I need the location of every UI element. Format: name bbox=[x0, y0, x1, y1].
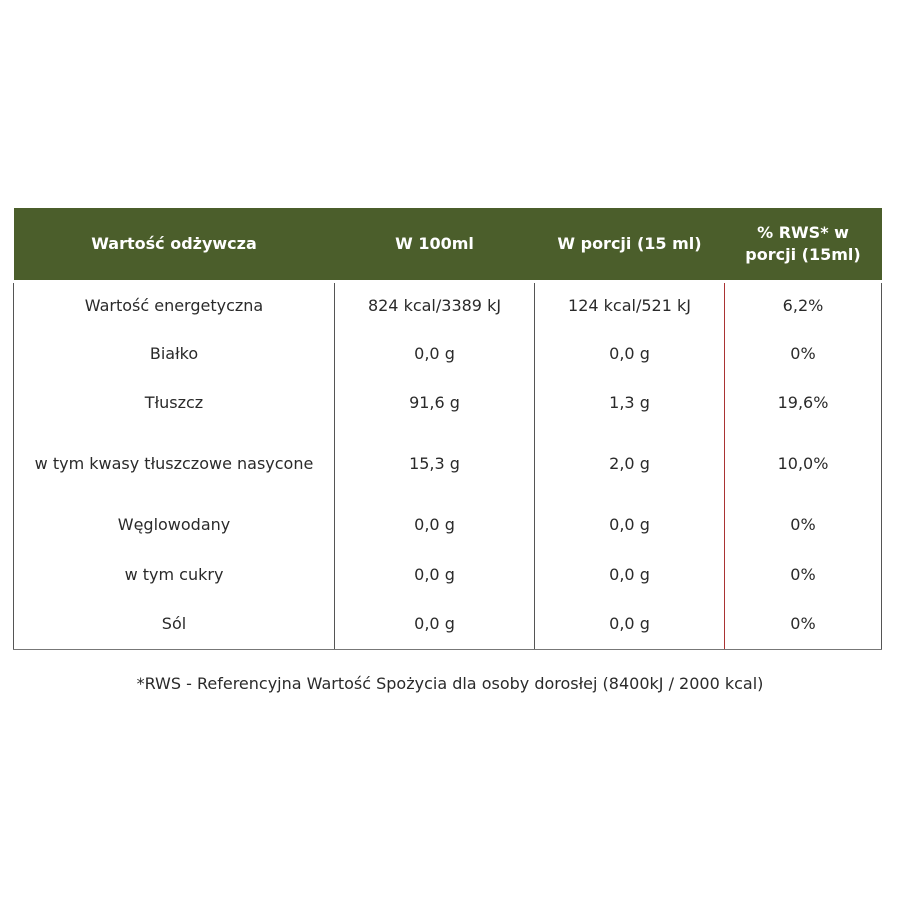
table-cell: w tym cukry bbox=[13, 549, 335, 600]
table-cell: 19,6% bbox=[724, 377, 882, 428]
header-row: Wartość odżywcza W 100ml W porcji (15 ml)%… bbox=[13, 208, 882, 282]
table-cell: Sól bbox=[13, 599, 335, 650]
table-cell: 91,6 g bbox=[334, 377, 535, 428]
table-cell: Tłuszcz bbox=[13, 377, 335, 428]
table-cell: 0,0 g bbox=[334, 329, 535, 378]
table-row: Wartość energetyczna 824 kcal/3389 kJ 124 … bbox=[13, 280, 882, 330]
table-cell: 824 kcal/3389 kJ bbox=[334, 280, 535, 330]
table-row: Tłuszcz 91,6 g 1,3 g 19,6% bbox=[13, 377, 882, 428]
table-cell: Wartość energetyczna bbox=[13, 280, 335, 330]
table-cell: 0% bbox=[724, 549, 882, 600]
table-cell: 0% bbox=[724, 329, 882, 378]
table-cell: 0% bbox=[724, 599, 882, 650]
table-header: Wartość odżywcza W 100ml W porcji (15 ml)%… bbox=[13, 208, 882, 282]
table-cell: 10,0% bbox=[724, 427, 882, 500]
table-cell: Białko bbox=[13, 329, 335, 378]
table-row: Białko 0,0 g 0,0 g 0% bbox=[13, 329, 882, 378]
table-row: Węglowodany 0,0 g 0,0 g 0% bbox=[13, 499, 882, 550]
table-cell: 0,0 g bbox=[334, 549, 535, 600]
nutrition-table: Wartość odżywcza W 100ml W porcji (15 ml)%… bbox=[13, 208, 882, 650]
table-cell: 6,2% bbox=[724, 280, 882, 330]
table-cell: 0,0 g bbox=[334, 599, 535, 650]
table-row: w tym cukry 0,0 g 0,0 g 0% bbox=[13, 549, 882, 600]
table-row: w tym kwasy tłuszczowe nasycone 15,3 g 2,0… bbox=[13, 427, 882, 500]
table-cell: w tym kwasy tłuszczowe nasycone bbox=[13, 427, 335, 500]
table-cell: Węglowodany bbox=[13, 499, 335, 550]
header-cell: W porcji (15 ml) bbox=[534, 208, 725, 282]
table-cell: 0,0 g bbox=[534, 499, 725, 550]
table-cell: 0,0 g bbox=[534, 599, 725, 650]
table-cell: 0% bbox=[724, 499, 882, 550]
table-row: Sól 0,0 g 0,0 g 0% bbox=[13, 599, 882, 650]
table-cell: 0,0 g bbox=[534, 329, 725, 378]
table-cell: 0,0 g bbox=[334, 499, 535, 550]
header-cell: Wartość odżywcza bbox=[13, 208, 335, 282]
footnote: *RWS - Referencyjna Wartość Spożycia dla… bbox=[136, 674, 764, 693]
table-body: Wartość energetyczna 824 kcal/3389 kJ 124 … bbox=[13, 280, 882, 650]
table-cell: 0,0 g bbox=[534, 549, 725, 600]
table-cell: 2,0 g bbox=[534, 427, 725, 500]
table-cell: 124 kcal/521 kJ bbox=[534, 280, 725, 330]
table-cell: 1,3 g bbox=[534, 377, 725, 428]
header-cell: W 100ml bbox=[334, 208, 535, 282]
header-cell: % RWS* w porcji (15ml) bbox=[724, 208, 882, 282]
table-cell: 15,3 g bbox=[334, 427, 535, 500]
